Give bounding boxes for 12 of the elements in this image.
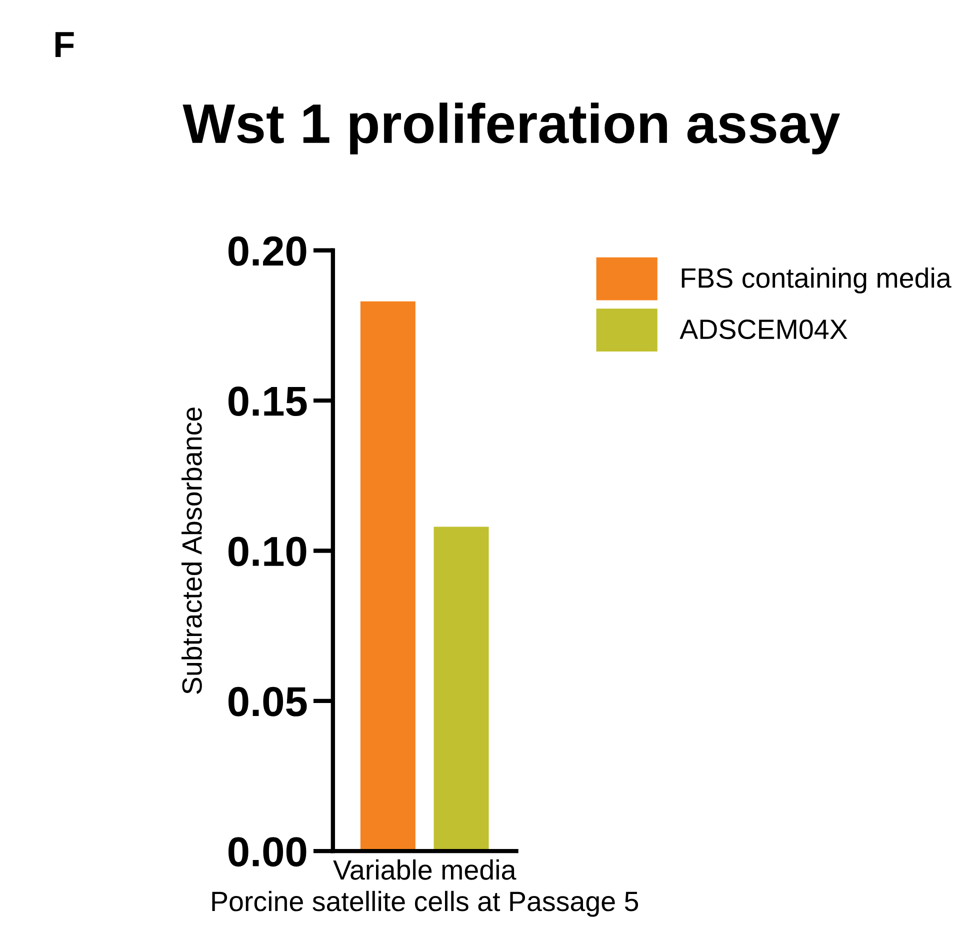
y-axis-title: Subtracted Absorbance	[182, 408, 202, 694]
y-tick-label: 0.05	[228, 686, 307, 716]
x-tick-label: Variable media	[333, 859, 516, 880]
chart-title: Wst 1 proliferation assay	[182, 102, 840, 154]
y-tick-label: 0.20	[228, 236, 306, 266]
x-axis-title: Porcine satellite cells at Passage 5	[212, 890, 638, 917]
y-tick-label: 0.10	[228, 536, 306, 566]
legend-label: ADSCEM04X	[680, 319, 848, 340]
y-tick-label: 0.00	[228, 837, 306, 867]
text: F	[55, 32, 74, 57]
legend-label: FBS containing media	[682, 268, 952, 294]
y-tick-label: 0.15	[228, 386, 307, 416]
